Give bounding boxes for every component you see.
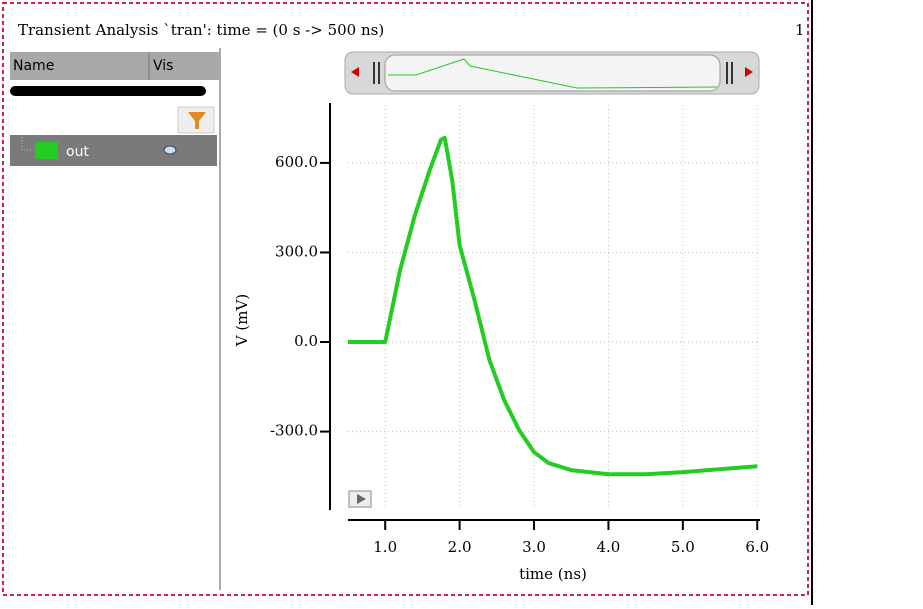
y-tick-label: 0.0: [294, 332, 318, 350]
visibility-icon[interactable]: [163, 145, 177, 155]
y-axis-label: V (mV): [233, 294, 251, 347]
window-bg: [0, 0, 812, 605]
x-tick-label: 2.0: [448, 538, 472, 556]
signal-name: out: [66, 144, 89, 160]
play-icon: [357, 494, 366, 504]
y-tick-label: 600.0: [275, 153, 318, 171]
x-axis-label: time (ns): [519, 565, 587, 583]
x-tick-label: 5.0: [671, 538, 695, 556]
panel-header: [10, 52, 220, 80]
tree-line: [21, 137, 32, 151]
x-tick-label: 4.0: [597, 538, 621, 556]
page-number: 1: [795, 21, 805, 39]
y-tick-label: -300.0: [270, 422, 318, 440]
y-tick-label: 300.0: [275, 242, 318, 260]
column-name[interactable]: Name: [13, 58, 54, 74]
selection-border: [2, 2, 809, 596]
scroll-right[interactable]: [745, 67, 753, 77]
series-line: [348, 135, 758, 477]
x-tick-label: 3.0: [522, 538, 546, 556]
search-bar[interactable]: [10, 86, 206, 96]
x-tick-label: 6.0: [745, 538, 769, 556]
window-title: Transient Analysis `tran': time = (0 s -…: [18, 21, 384, 39]
slider-handles[interactable]: [373, 62, 733, 84]
x-tick-label: 1.0: [373, 538, 397, 556]
overview-trace: [388, 58, 718, 89]
scroll-left[interactable]: [351, 67, 359, 77]
filter-icon: [188, 112, 206, 129]
overview-window[interactable]: [384, 54, 721, 92]
signal-color: [35, 142, 58, 159]
column-vis[interactable]: Vis: [153, 58, 173, 74]
